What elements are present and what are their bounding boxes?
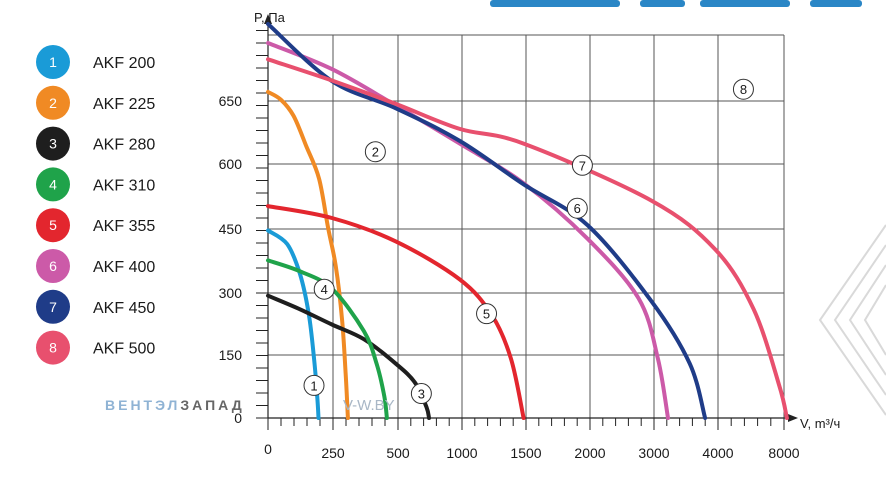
x-tick-label: 0 bbox=[264, 441, 272, 457]
curve-marker-number: 4 bbox=[321, 282, 328, 297]
legend-item-3: 3 AKF 280 bbox=[36, 126, 155, 161]
x-tick-label: 250 bbox=[321, 445, 345, 461]
y-tick-label: 0 bbox=[234, 410, 242, 426]
legend-number: 3 bbox=[49, 136, 57, 152]
curve-marker-5: 5 bbox=[476, 303, 498, 325]
watermark-url: V-W.BY bbox=[343, 397, 395, 414]
curve-marker-circle bbox=[732, 78, 754, 100]
legend-swatch bbox=[36, 126, 70, 161]
curve-marker-3: 3 bbox=[410, 383, 432, 405]
x-axis-title: V, m³/ч bbox=[800, 416, 840, 431]
curve-marker-2: 2 bbox=[364, 141, 386, 163]
legend-item-6: 6 AKF 400 bbox=[36, 249, 155, 283]
header-strip bbox=[490, 0, 862, 7]
x-tick-label: 2000 bbox=[574, 445, 605, 461]
watermark: ВЕНТЭЛЗАПАД V-W.BY bbox=[105, 397, 395, 414]
curve-3 bbox=[266, 293, 431, 420]
curve-marker-4: 4 bbox=[313, 278, 335, 300]
legend-number: 5 bbox=[49, 217, 57, 233]
curve-marker-circle bbox=[364, 141, 386, 163]
curve-marker-number: 5 bbox=[483, 307, 490, 322]
legend-label: AKF 400 bbox=[93, 259, 155, 276]
x-axis-arrow bbox=[788, 414, 798, 422]
legend: 1 AKF 200 2 AKF 225 3 AKF 280 4 AKF 310 5 AKF 355… bbox=[36, 45, 155, 365]
legend-label: AKF 310 bbox=[93, 177, 155, 194]
y-axis-title: P, Па bbox=[254, 10, 286, 25]
x-tick-label: 500 bbox=[386, 445, 410, 461]
curve-4 bbox=[266, 258, 389, 420]
curve-marker-circle bbox=[571, 154, 593, 176]
legend-number: 1 bbox=[49, 54, 57, 70]
curve-7 bbox=[266, 22, 708, 420]
legend-swatch bbox=[36, 249, 70, 283]
watermark-brand-right: ЗАПАД bbox=[180, 397, 244, 413]
legend-number: 2 bbox=[49, 95, 57, 111]
curve-marker-number: 3 bbox=[418, 387, 425, 402]
legend-item-7: 7 AKF 450 bbox=[36, 289, 155, 324]
y-tick-label: 450 bbox=[219, 221, 243, 237]
legend-label: AKF 355 bbox=[93, 218, 155, 235]
curve-2 bbox=[266, 89, 350, 420]
legend-item-2: 2 AKF 225 bbox=[36, 85, 155, 120]
legend-item-4: 4 AKF 310 bbox=[36, 167, 155, 202]
legend-item-5: 5 AKF 355 bbox=[36, 208, 155, 243]
legend-label: AKF 280 bbox=[93, 137, 155, 154]
legend-swatch bbox=[36, 167, 70, 202]
legend-number: 8 bbox=[49, 340, 57, 356]
x-tick-label: 1500 bbox=[510, 445, 541, 461]
curve-marker-7: 7 bbox=[571, 154, 593, 176]
x-tick-label: 8000 bbox=[768, 445, 799, 461]
curves bbox=[266, 22, 789, 420]
decorative-chevrons bbox=[818, 224, 886, 416]
x-tick-label: 3000 bbox=[638, 445, 669, 461]
legend-swatch bbox=[36, 330, 70, 365]
curve-marker-1: 1 bbox=[303, 374, 325, 396]
curve-marker-number: 2 bbox=[372, 145, 379, 160]
curve-5 bbox=[266, 204, 526, 420]
legend-number: 7 bbox=[49, 299, 57, 315]
legend-item-8: 8 AKF 500 bbox=[36, 330, 155, 365]
ticks: 0 150 300 450 600 650 0 250 500 1000 1500 2000 3000 4… bbox=[219, 30, 800, 461]
curve-marker-number: 1 bbox=[310, 378, 317, 393]
y-tick-label: 300 bbox=[219, 285, 243, 301]
legend-item-1: 1 AKF 200 bbox=[36, 45, 155, 79]
curve-marker-8: 8 bbox=[732, 78, 754, 100]
y-tick-label: 150 bbox=[219, 347, 243, 363]
legend-swatch bbox=[36, 85, 70, 120]
curve-marker-number: 7 bbox=[579, 158, 586, 173]
legend-swatch bbox=[36, 208, 70, 243]
y-axis-arrow bbox=[264, 14, 272, 24]
curve-marker-circle bbox=[410, 383, 432, 405]
y-tick-label: 600 bbox=[219, 156, 243, 172]
legend-number: 6 bbox=[49, 258, 57, 274]
legend-label: AKF 225 bbox=[93, 96, 155, 113]
curve-marker-circle bbox=[303, 374, 325, 396]
curve-marker-circle bbox=[566, 197, 588, 219]
svg-text:ВЕНТЭЛЗАПАД: ВЕНТЭЛЗАПАД bbox=[105, 397, 245, 413]
legend-label: AKF 500 bbox=[93, 341, 155, 358]
legend-swatch bbox=[36, 289, 70, 324]
legend-swatch bbox=[36, 45, 70, 79]
legend-label: AKF 200 bbox=[93, 55, 155, 72]
legend-label: AKF 450 bbox=[93, 300, 155, 317]
curve-marker-circle bbox=[313, 278, 335, 300]
curve-marker-6: 6 bbox=[566, 197, 588, 219]
curve-marker-number: 8 bbox=[740, 82, 747, 97]
watermark-brand-left: ВЕНТЭЛ bbox=[105, 397, 180, 413]
y-tick-label: 650 bbox=[219, 93, 243, 109]
x-tick-label: 1000 bbox=[446, 445, 477, 461]
legend-number: 4 bbox=[49, 176, 57, 192]
curve-marker-circle bbox=[476, 303, 498, 325]
curve-marker-number: 6 bbox=[574, 201, 581, 216]
curve-markers: 1 2 3 4 5 6 7 8 bbox=[303, 78, 754, 405]
x-tick-label: 4000 bbox=[702, 445, 733, 461]
